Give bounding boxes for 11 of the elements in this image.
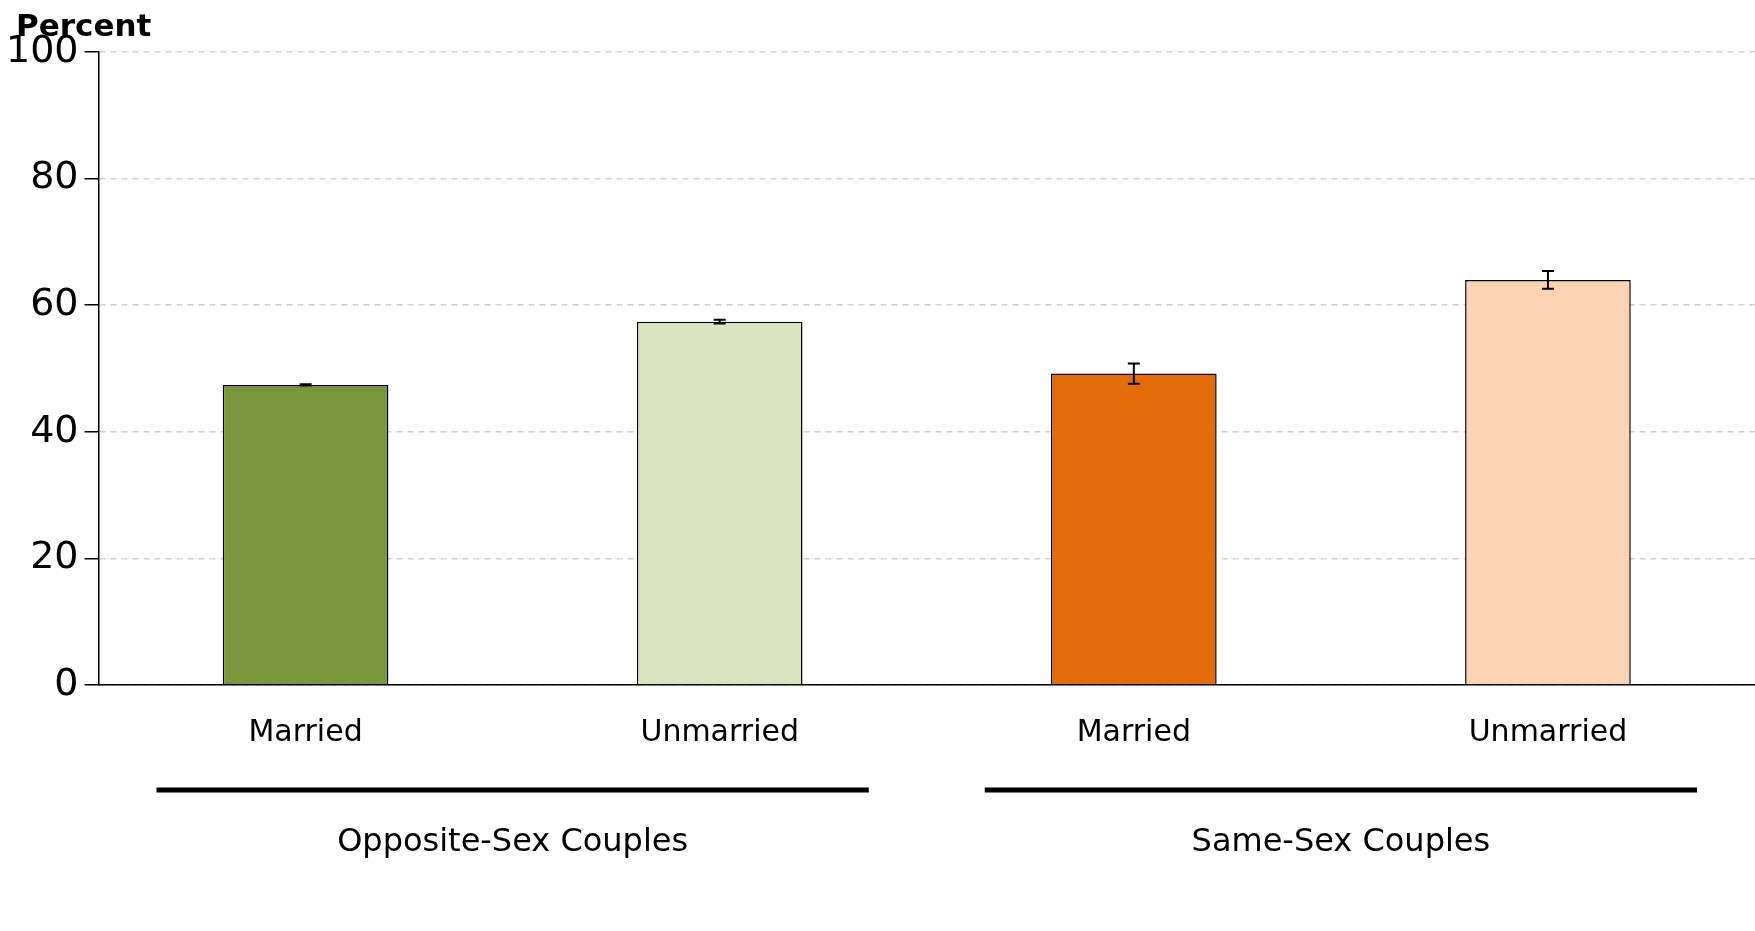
y-tick-label: 20 — [30, 533, 79, 578]
text: Opposite-Sex Couples — [337, 821, 689, 860]
y-tick-label: 60 — [30, 280, 79, 325]
x-tick-label: Married — [1076, 712, 1191, 748]
x-tick-label: Married — [248, 712, 363, 748]
x-tick-label: Unmarried — [640, 712, 799, 748]
y-tick-label: 40 — [30, 406, 79, 451]
y-tick-label: 0 — [54, 659, 79, 704]
x-tick-label: Unmarried — [1468, 712, 1628, 748]
y-tick-label: 80 — [30, 153, 79, 198]
text: Same-Sex Couples — [1191, 821, 1491, 860]
